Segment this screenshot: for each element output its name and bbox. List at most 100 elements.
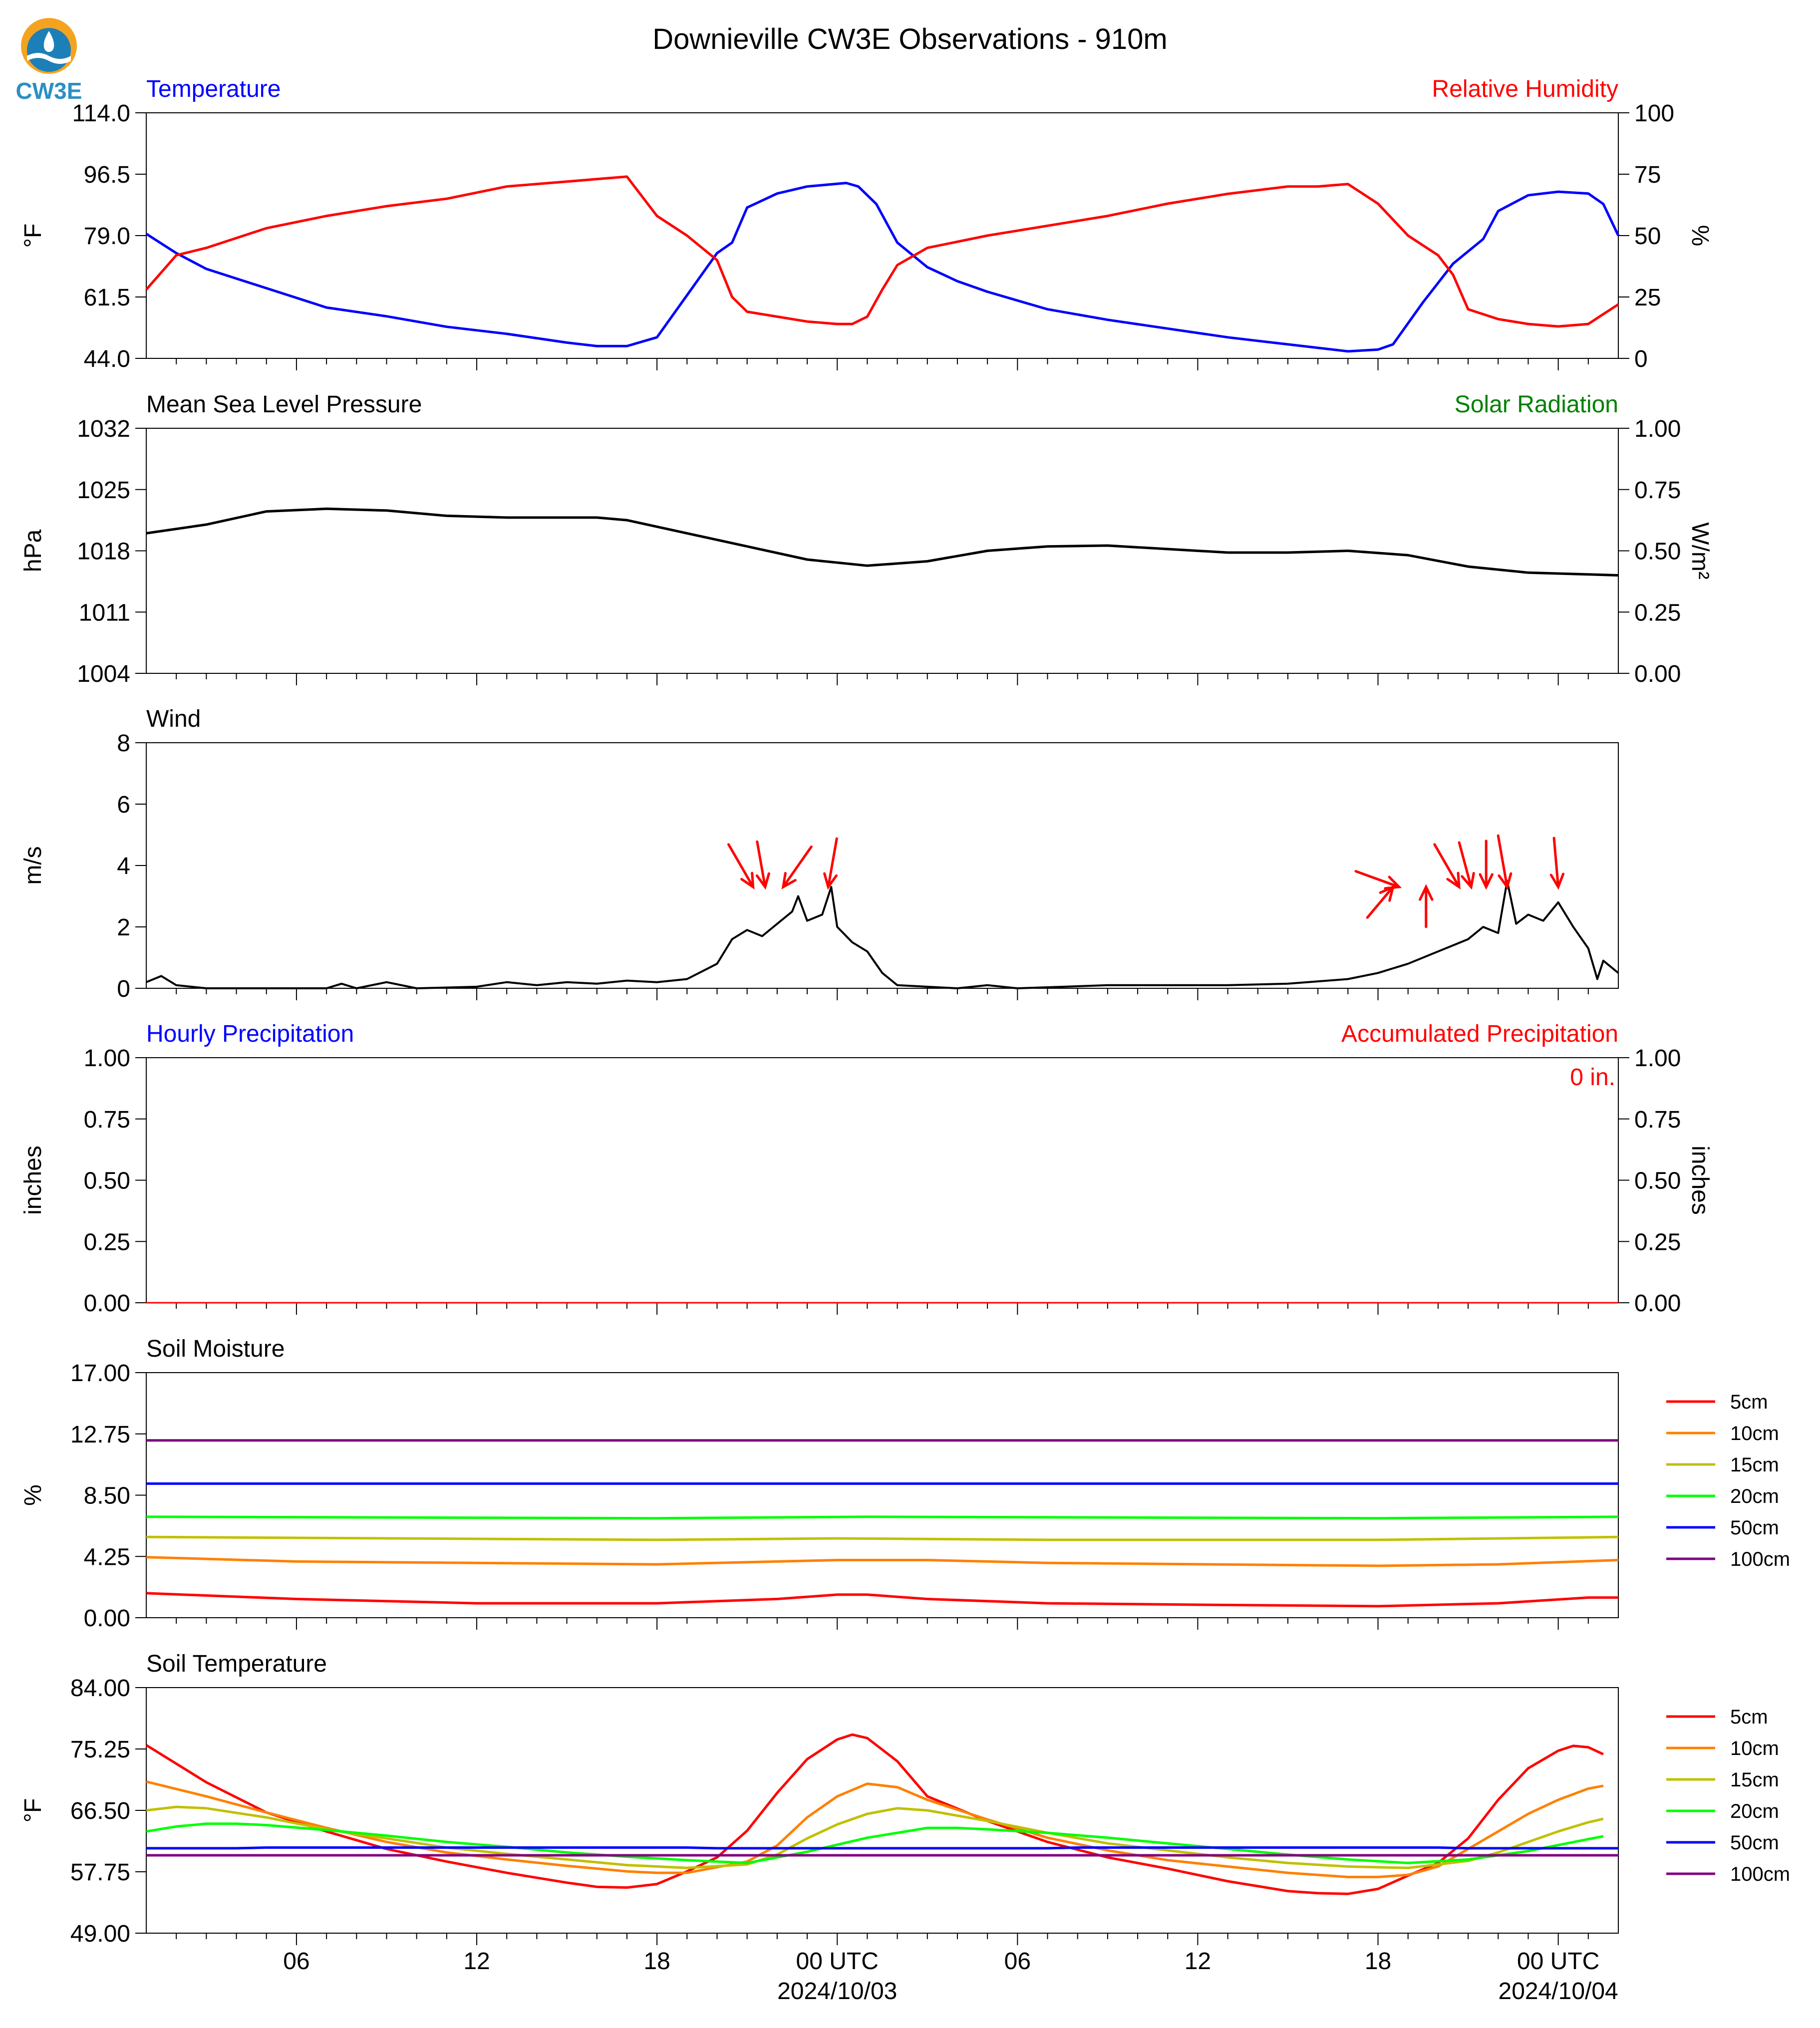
y-axis-label: m/s xyxy=(20,846,46,884)
y-tick-label: 4.25 xyxy=(84,1544,130,1570)
x-tick-label: 00 UTC xyxy=(796,1948,879,1975)
panel-soil-moisture: Soil Moisture 17.00 12.75 8.50 4.25 0.00% 5cm 1… xyxy=(20,1336,1790,1632)
wind-vector-arrow xyxy=(1366,884,1395,919)
wind-vector-arrow xyxy=(1419,884,1434,928)
x-tick-label: 06 xyxy=(1004,1948,1031,1975)
y-tick-label: 4 xyxy=(117,853,130,879)
x-tick-label: 12 xyxy=(463,1948,490,1975)
cw3e-logo: CW3E xyxy=(16,18,82,104)
y2-tick-label: 0.00 xyxy=(1634,1290,1681,1317)
wind-vector-arrow xyxy=(781,845,813,889)
wind-vector-arrow xyxy=(727,843,755,889)
panel-right-title: Accumulated Precipitation xyxy=(1341,1021,1618,1047)
panel-left-title: Wind xyxy=(146,706,201,732)
y2-tick-label: 0.50 xyxy=(1634,539,1681,565)
y2-tick-label: 0.00 xyxy=(1634,661,1681,687)
legend-label: 50cm xyxy=(1730,1832,1779,1854)
legend-label: 50cm xyxy=(1730,1517,1779,1539)
y-tick-label: 0.00 xyxy=(84,1605,130,1632)
legend-label: 5cm xyxy=(1730,1706,1768,1728)
wind-speed-line xyxy=(146,879,1619,989)
y2-tick-label: 100 xyxy=(1634,100,1674,127)
panel-left-title: Hourly Precipitation xyxy=(146,1021,354,1047)
wind-vector-arrow xyxy=(1549,837,1565,890)
y2-tick-label: 25 xyxy=(1634,285,1661,311)
y-tick-label: 114.0 xyxy=(72,100,130,127)
soil-moisture-20cm-line xyxy=(146,1515,1619,1520)
y2-tick-label: 0.50 xyxy=(1634,1168,1681,1194)
y2-tick-label: 75 xyxy=(1634,162,1661,188)
y2-tick-label: 1.00 xyxy=(1634,416,1681,442)
plot-frame xyxy=(146,428,1619,674)
y2-axis-label: inches xyxy=(1687,1146,1713,1215)
y-tick-label: 0.75 xyxy=(84,1107,130,1133)
y-tick-label: 0.00 xyxy=(84,1290,130,1317)
x-date-label: 2024/10/04 xyxy=(1499,1978,1618,2005)
y-tick-label: 0 xyxy=(117,976,130,1002)
y-axis-label: inches xyxy=(20,1146,46,1215)
y2-tick-label: 0 xyxy=(1634,346,1648,372)
panel-left-title: Soil Temperature xyxy=(146,1651,327,1677)
wind-vector-arrow xyxy=(1433,843,1461,889)
y-tick-label: 12.75 xyxy=(70,1422,130,1448)
y-tick-label: 1011 xyxy=(79,599,130,626)
y-tick-label: 75.25 xyxy=(70,1737,130,1763)
legend-label: 20cm xyxy=(1730,1800,1779,1822)
y-tick-label: 2 xyxy=(117,914,130,941)
legend-label: 100cm xyxy=(1730,1548,1790,1570)
y-axis-label: °F xyxy=(20,1798,46,1823)
panel-temp-rh: Temperature Relative Humidity 114.0 96.5 79.… xyxy=(20,76,1713,372)
accumulated-total-label: 0 in. xyxy=(1570,1064,1615,1091)
legend-label: 20cm xyxy=(1730,1485,1779,1507)
y2-tick-label: 0.25 xyxy=(1634,1229,1681,1255)
y-tick-label: 8.50 xyxy=(84,1483,130,1509)
legend-label: 15cm xyxy=(1730,1769,1779,1791)
wind-vector-arrow xyxy=(1497,834,1513,890)
y-tick-label: 0.50 xyxy=(84,1168,130,1194)
panel-right-title: Relative Humidity xyxy=(1432,76,1618,102)
logo-text: CW3E xyxy=(16,78,82,104)
y-tick-label: 1032 xyxy=(77,416,130,442)
x-date-label: 2024/10/03 xyxy=(777,1978,897,2005)
soil-temp-5cm-line xyxy=(145,1733,1604,1895)
soil-temp-15cm-line xyxy=(146,1805,1604,1869)
panel-left-title: Mean Sea Level Pressure xyxy=(146,391,422,418)
wind-vector-arrow xyxy=(1458,841,1475,890)
legend-label: 5cm xyxy=(1730,1391,1768,1413)
panel-left-title: Temperature xyxy=(146,76,281,102)
wind-vector-arrow xyxy=(755,840,770,890)
wind-vector-arrow xyxy=(823,837,838,890)
y2-axis-label: W/m² xyxy=(1687,522,1713,579)
panel-right-title: Solar Radiation xyxy=(1455,391,1618,418)
wind-vector-arrow xyxy=(1354,870,1402,890)
panel-wind: Wind 8 6 4 2 0 m/s xyxy=(20,706,1619,1002)
y-tick-label: 1.00 xyxy=(84,1045,130,1072)
soil-moisture-10cm-line xyxy=(146,1556,1619,1567)
x-tick-label: 18 xyxy=(1365,1948,1391,1975)
legend-label: 15cm xyxy=(1730,1454,1779,1476)
wind-vector-arrow xyxy=(1479,840,1494,890)
humidity-line xyxy=(145,175,1619,328)
x-tick-label: 00 UTC xyxy=(1517,1948,1599,1975)
panel-pressure: Mean Sea Level Pressure Solar Radiation 10… xyxy=(20,391,1713,687)
panel-precip: Hourly Precipitation Accumulated Precipit… xyxy=(20,1021,1713,1317)
y-tick-label: 17.00 xyxy=(70,1360,130,1387)
y2-tick-label: 50 xyxy=(1634,223,1661,250)
x-tick-label: 18 xyxy=(643,1948,670,1975)
legend-label: 10cm xyxy=(1730,1423,1779,1445)
y-tick-label: 49.00 xyxy=(70,1921,130,1947)
y-tick-label: 66.50 xyxy=(70,1798,130,1824)
y-tick-label: 1025 xyxy=(77,477,130,504)
plot-frame xyxy=(146,1057,1619,1303)
chart-title: Downieville CW3E Observations - 910m xyxy=(652,23,1167,55)
soil-temp-20cm-line xyxy=(146,1822,1604,1864)
temperature-line xyxy=(145,182,1620,353)
y-axis-label: % xyxy=(20,1484,46,1506)
x-tick-label: 12 xyxy=(1185,1948,1211,1975)
plot-frame xyxy=(146,742,1619,989)
y2-tick-label: 1.00 xyxy=(1634,1045,1681,1072)
y-tick-label: 44.0 xyxy=(84,346,130,372)
y-tick-label: 79.0 xyxy=(84,223,130,250)
y-tick-label: 84.00 xyxy=(70,1675,130,1702)
